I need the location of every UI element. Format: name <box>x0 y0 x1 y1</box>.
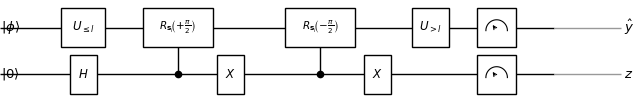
Bar <box>217 55 244 94</box>
Bar <box>285 8 355 47</box>
Text: $X$: $X$ <box>225 68 236 81</box>
Text: $H$: $H$ <box>78 68 88 81</box>
Bar <box>143 8 213 47</box>
Bar <box>364 55 391 94</box>
Text: $U_{>l}$: $U_{>l}$ <box>419 20 442 35</box>
Text: $z$: $z$ <box>624 68 633 81</box>
Text: $|0\rangle$: $|0\rangle$ <box>1 67 20 82</box>
Bar <box>61 8 105 47</box>
Text: $R_{\mathbf{s}_l}\!\left(+\frac{\pi}{2}\right)$: $R_{\mathbf{s}_l}\!\left(+\frac{\pi}{2}\… <box>159 19 196 36</box>
Text: $R_{\mathbf{s}_l}\!\left(-\frac{\pi}{2}\right)$: $R_{\mathbf{s}_l}\!\left(-\frac{\pi}{2}\… <box>301 19 339 36</box>
Text: $X$: $X$ <box>372 68 383 81</box>
Bar <box>70 55 97 94</box>
Bar <box>412 8 449 47</box>
Text: $|\phi\rangle$: $|\phi\rangle$ <box>1 19 20 36</box>
Text: $\hat{y}$: $\hat{y}$ <box>624 18 634 37</box>
Bar <box>477 55 516 94</box>
Bar <box>477 8 516 47</box>
Text: $U_{\leq l}$: $U_{\leq l}$ <box>72 20 95 35</box>
